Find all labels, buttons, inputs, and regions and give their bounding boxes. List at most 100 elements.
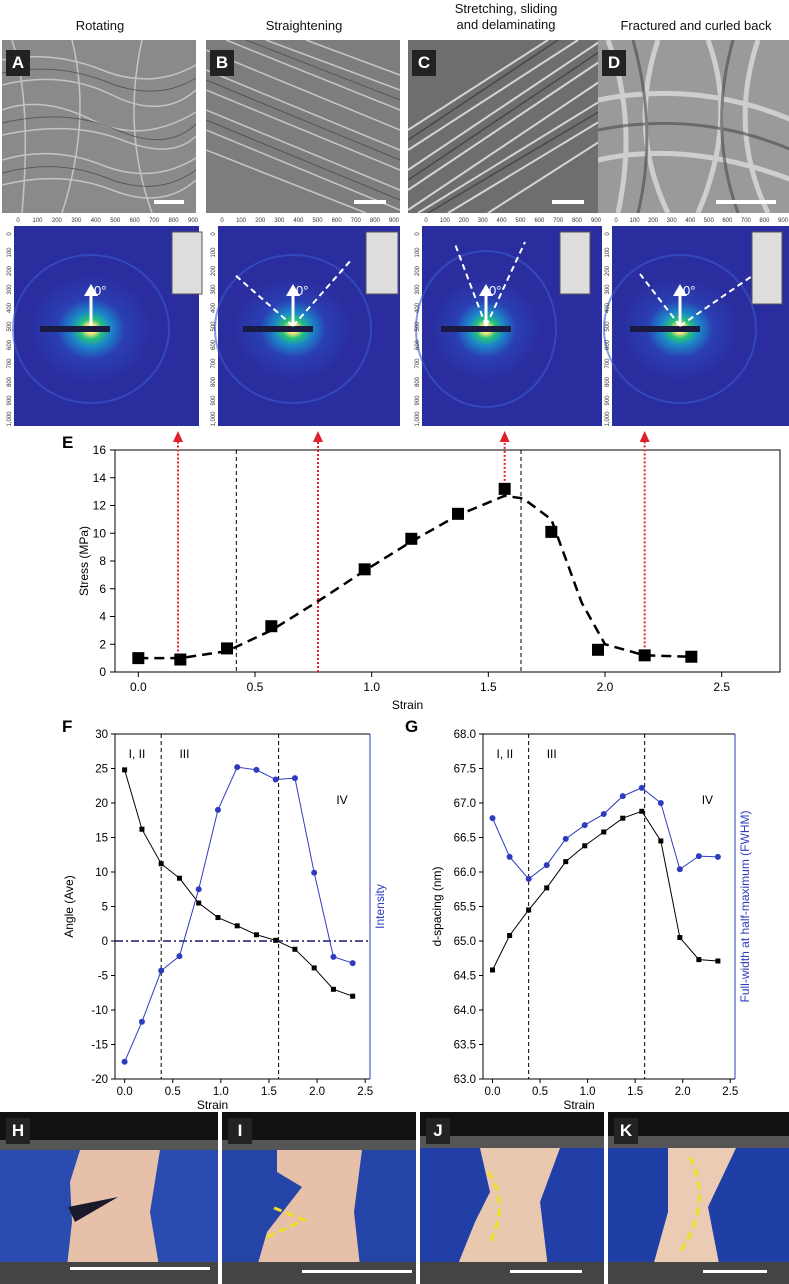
- series-line-0: [492, 810, 718, 971]
- data-point: [498, 482, 511, 495]
- data-point: [265, 620, 278, 633]
- sem-image-a: A: [2, 40, 196, 213]
- saxs-ytick: 300: [605, 284, 611, 295]
- saxs-ytick: 500: [7, 321, 13, 332]
- xtick-label: 2.5: [357, 1086, 373, 1098]
- x-axis-title: Strain: [197, 1098, 228, 1112]
- series-point-1: [330, 953, 337, 960]
- series-point-1: [619, 793, 626, 800]
- saxs-ytick: 300: [415, 284, 421, 295]
- xtick-label: 2.5: [722, 1086, 738, 1098]
- panel-label-f: F: [62, 717, 72, 736]
- series-point-0: [350, 993, 356, 999]
- saxs-xtick: 400: [293, 218, 304, 224]
- series-point-1: [121, 1058, 128, 1065]
- saxs-ytick: 800: [605, 376, 611, 387]
- series-point-0: [696, 957, 702, 963]
- title-fractured: Fractured and curled back: [620, 18, 772, 33]
- y-axis-title-right: Intensity: [373, 884, 387, 929]
- chart-g: G 63.0 63.5 64.0 64.5 65.0 65.5 66.0 66.5 67.0 67.…: [405, 717, 752, 1112]
- series-point-1: [349, 960, 356, 967]
- sem-image-c: C: [408, 40, 602, 213]
- panel-label-c: C: [412, 50, 436, 76]
- saxs-ytick: 400: [415, 302, 421, 313]
- saxs-ytick: 500: [415, 321, 421, 332]
- saxs-ytick: 100: [605, 247, 611, 258]
- photo-label-h: H: [6, 1118, 30, 1144]
- saxs-pattern-d: [603, 226, 789, 426]
- photo-label-k: K: [614, 1118, 638, 1144]
- series-point-0: [330, 986, 336, 992]
- series-point-0: [490, 967, 496, 973]
- saxs-xtick: 700: [351, 218, 362, 224]
- data-point: [174, 653, 187, 666]
- series-point-0: [563, 859, 569, 865]
- saxs-ytick: 200: [211, 265, 217, 276]
- region-label: I, II: [129, 747, 146, 761]
- series-point-0: [234, 923, 240, 929]
- ytick-label: 67.5: [454, 764, 476, 776]
- series-point-0: [215, 915, 221, 921]
- saxs-xtick: 0: [424, 218, 428, 224]
- xtick-label: 1.5: [480, 680, 497, 694]
- saxs-ytick: 900: [211, 395, 217, 406]
- xtick-label: 0.5: [532, 1086, 548, 1098]
- y-axis-title-left: Angle (Ave): [62, 875, 76, 937]
- saxs-xtick: 600: [130, 218, 141, 224]
- panel-label-d: D: [602, 50, 626, 76]
- ytick-label: 66.0: [454, 867, 476, 879]
- data-point: [221, 642, 233, 655]
- xtick-label: 1.0: [363, 680, 380, 694]
- ytick-label: 65.0: [454, 936, 476, 948]
- xtick-label: 1.5: [627, 1086, 643, 1098]
- saxs-xtick: 700: [149, 218, 160, 224]
- saxs-pattern-a: [12, 226, 203, 426]
- xtick-label: 1.0: [213, 1086, 229, 1098]
- ytick-label: 15: [95, 833, 108, 845]
- series-point-1: [581, 822, 588, 829]
- y-axis-title: Stress (MPa): [77, 526, 91, 596]
- saxs-xtick: 600: [722, 218, 733, 224]
- red-arrow-head: [639, 431, 650, 442]
- xtick-label: 0.5: [247, 680, 264, 694]
- series-point-1: [506, 853, 513, 860]
- photo-i: I: [222, 1112, 416, 1284]
- saxs-ytick: 100: [211, 247, 217, 258]
- saxs-xtick: 0: [220, 218, 224, 224]
- series-point-0: [507, 932, 513, 938]
- region-label: III: [547, 747, 557, 761]
- series-point-1: [291, 775, 298, 782]
- title-straightening: Straightening: [265, 18, 343, 33]
- series-point-1: [525, 875, 532, 882]
- series-point-1: [195, 886, 202, 893]
- saxs-xtick: 800: [572, 218, 583, 224]
- series-line-1: [124, 766, 353, 1062]
- saxs-xtick: 300: [71, 218, 82, 224]
- chart-e: E 0 2 4 6 8 10 12 14 16 0.0 0.5 1.0 1.5 2.0 2.5 Strain St…: [62, 431, 781, 710]
- series-point-0: [639, 808, 645, 814]
- panel-label-g: G: [405, 717, 418, 736]
- series-point-1: [489, 815, 496, 822]
- series-point-1: [562, 835, 569, 842]
- y-axis-title-left: d-spacing (nm): [430, 866, 444, 946]
- saxs-ytick: 300: [211, 284, 217, 295]
- saxs-xtick: 400: [685, 218, 696, 224]
- trend-line: [138, 494, 692, 660]
- series-point-0: [582, 843, 588, 849]
- series-point-1: [311, 869, 318, 876]
- saxs-xtick: 0: [16, 218, 20, 224]
- saxs-ytick: 400: [605, 302, 611, 313]
- saxs-ytick: 1,000: [7, 411, 13, 426]
- photo-k: K: [608, 1112, 789, 1284]
- ytick-label: 64.0: [454, 1005, 476, 1017]
- saxs-ytick: 700: [7, 358, 13, 369]
- data-point: [452, 507, 464, 520]
- series-point-0: [292, 946, 298, 952]
- series-point-0: [620, 815, 626, 821]
- series-point-1: [714, 853, 721, 860]
- panel-label-b: B: [210, 50, 234, 76]
- saxs-xtick: 100: [440, 218, 451, 224]
- saxs-ytick: 0: [415, 232, 421, 236]
- saxs-xtick: 900: [188, 218, 199, 224]
- saxs-ytick: 0: [7, 232, 13, 236]
